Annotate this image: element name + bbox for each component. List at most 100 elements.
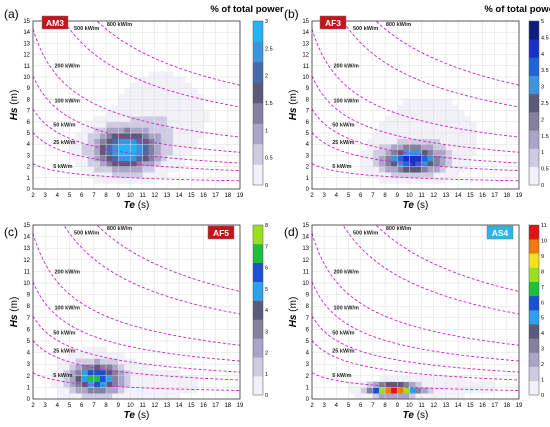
- x-tick-label: 18: [503, 193, 510, 199]
- heatmap-cell: [427, 161, 435, 167]
- heatmap-cell: [166, 93, 174, 100]
- heatmap-cell: [136, 375, 143, 382]
- heatmap-cell: [124, 116, 131, 123]
- heatmap-cell: [166, 82, 174, 89]
- heatmap-cell: [99, 149, 107, 156]
- site-badge: [41, 15, 69, 30]
- heatmap-cell: [372, 172, 380, 179]
- y-tick-label: 9: [306, 86, 310, 92]
- heatmap-cell: [81, 144, 89, 151]
- heatmap-cell: [191, 127, 198, 134]
- heatmap-cell: [99, 172, 107, 179]
- heatmap-cell: [154, 105, 162, 111]
- heatmap-cell: [185, 149, 192, 156]
- heatmap-cell: [130, 99, 137, 106]
- x-tick-label: 3: [44, 403, 48, 409]
- y-axis-title: Hs (m): [288, 90, 299, 121]
- heatmap-cell: [136, 127, 143, 134]
- heatmap-cell: [136, 105, 143, 111]
- heatmap-cell: [191, 381, 198, 388]
- heatmap-cell: [87, 161, 95, 167]
- heatmap-cell: [452, 127, 459, 134]
- heatmap-cell: [385, 149, 392, 156]
- heatmap-cell: [130, 133, 137, 139]
- heatmap-cell: [69, 387, 76, 394]
- heatmap-cell: [173, 110, 180, 117]
- y-tick-label: 4: [27, 142, 31, 148]
- heatmap-cell: [366, 172, 374, 179]
- heatmap-cell: [409, 177, 416, 184]
- heatmap-cell: [124, 364, 131, 371]
- heatmap-cell: [403, 116, 410, 123]
- heatmap-cell: [452, 105, 459, 111]
- heatmap-cell: [93, 370, 101, 377]
- x-tick-label: 4: [335, 193, 339, 199]
- heatmap-cell: [87, 121, 95, 128]
- y-tick-label: 1: [306, 385, 310, 391]
- heatmap-cell: [166, 144, 174, 151]
- heatmap-cell: [57, 375, 64, 382]
- colorbar-segment: [253, 225, 263, 245]
- heatmap-cell: [160, 116, 168, 123]
- heatmap-cell: [148, 77, 156, 83]
- heatmap-cell: [166, 387, 174, 394]
- heatmap-cell: [130, 172, 137, 179]
- heatmap-cell: [197, 110, 204, 117]
- heatmap-cell: [445, 387, 453, 394]
- heatmap-cell: [470, 381, 477, 388]
- heatmap-cell: [93, 138, 101, 145]
- heatmap-cell: [75, 375, 83, 382]
- heatmap-cell: [427, 381, 435, 388]
- heatmap-cell: [403, 133, 410, 139]
- heatmap-cell: [433, 381, 441, 388]
- y-tick-label: 1: [306, 176, 310, 182]
- heatmap-cell: [160, 144, 168, 151]
- colorbar-segment: [253, 357, 263, 377]
- colorbar-tick-label: 1.5: [541, 134, 549, 140]
- heatmap-cell: [173, 77, 180, 83]
- contour-label: 50 kW/m: [53, 330, 75, 336]
- heatmap-cell: [106, 172, 113, 179]
- heatmap-cell: [427, 133, 435, 139]
- panel-letter: (b): [284, 7, 299, 21]
- heatmap-cell: [136, 149, 143, 156]
- heatmap-cell: [179, 381, 186, 388]
- x-tick-label: 8: [383, 403, 387, 409]
- heatmap-cell: [173, 393, 180, 400]
- heatmap-cell: [385, 155, 392, 162]
- contour-line: [311, 340, 520, 381]
- heatmap-cell: [112, 138, 119, 145]
- heatmap-cell: [148, 381, 156, 388]
- heatmap-cell: [179, 375, 186, 382]
- heatmap-cell: [112, 370, 119, 377]
- heatmap-cell: [154, 71, 162, 78]
- heatmap-cell: [130, 82, 137, 89]
- x-tick-label: 8: [104, 193, 108, 199]
- heatmap-cell: [452, 172, 459, 179]
- heatmap-cell: [81, 161, 89, 167]
- y-tick-label: 9: [27, 293, 31, 299]
- y-axis-title: Hs (m): [9, 90, 20, 121]
- heatmap-cell: [69, 393, 76, 400]
- heatmap-cell: [197, 105, 204, 111]
- heatmap-cell: [142, 127, 149, 134]
- heatmap-cell: [191, 144, 198, 151]
- contour-line: [32, 281, 241, 362]
- grid: [311, 224, 520, 400]
- heatmap-cell: [403, 161, 410, 167]
- x-tick-label: 7: [371, 403, 375, 409]
- contour-label: 25 kW/m: [332, 140, 354, 146]
- heatmap-cell: [360, 155, 368, 162]
- heatmap-cell: [160, 93, 168, 100]
- heatmap-cell: [173, 166, 180, 173]
- y-tick-label: 3: [306, 362, 310, 368]
- contour-line: [97, 225, 241, 292]
- heatmap-cell: [458, 393, 465, 400]
- colorbar-segment: [253, 319, 263, 339]
- heatmap-cell: [148, 88, 156, 95]
- heatmap-cell: [106, 127, 113, 134]
- heatmap-cell: [87, 172, 95, 179]
- y-tick-label: 4: [27, 351, 31, 357]
- contour-line: [64, 21, 241, 108]
